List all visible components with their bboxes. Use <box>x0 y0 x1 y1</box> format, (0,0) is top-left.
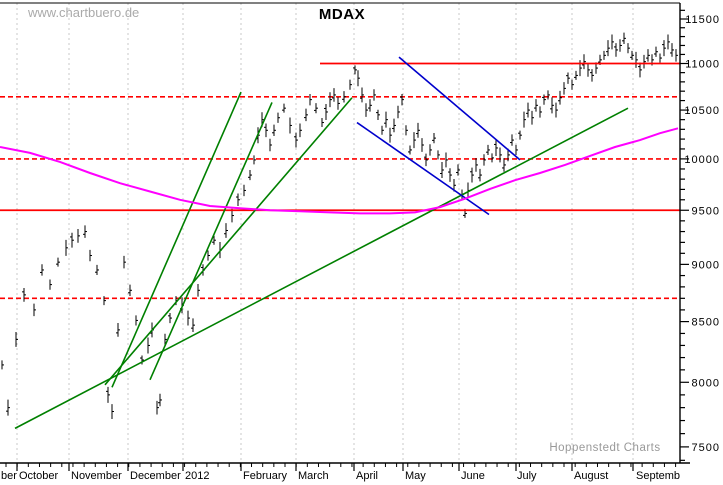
watermark: www.chartbuero.de <box>27 5 139 20</box>
x-month-label: 2012 <box>185 470 209 482</box>
x-month-label: February <box>243 470 288 482</box>
x-month-label: July <box>517 470 537 482</box>
y-tick-label: 10000 <box>684 154 720 166</box>
x-month-label: April <box>356 470 378 482</box>
y-tick-label: 11000 <box>685 58 720 70</box>
y-tick-label: 8000 <box>692 377 720 389</box>
trendline-downtrend-march-june <box>356 121 490 216</box>
dashed-resistance-levels <box>0 96 680 300</box>
plot-frame <box>0 2 690 464</box>
chart-title: MDAX <box>319 6 365 23</box>
y-tick-label: 8500 <box>692 317 720 329</box>
y-axis: 7500 8000 8500 9000 9500 10000 10500 11000 11500 <box>680 9 720 461</box>
y-tick-label: 9000 <box>692 259 720 271</box>
trendline-steep-channel-left <box>111 91 242 388</box>
y-tick-label: 10500 <box>684 105 720 117</box>
x-month-label: October <box>19 470 58 482</box>
trendline-steep-channel-right <box>149 102 273 381</box>
price-bars <box>1 32 678 419</box>
y-tick-label: 11500 <box>685 14 720 26</box>
x-month-label: May <box>405 470 426 482</box>
moving-average-line <box>0 127 679 215</box>
x-month-label: ber <box>1 470 17 482</box>
trendlines <box>14 56 629 430</box>
solid-support-resistance-levels <box>0 62 680 212</box>
trendline-downtrend-april-july <box>398 56 521 161</box>
x-month-label: Septemb <box>636 470 680 482</box>
moving-average <box>0 127 679 215</box>
x-axis: ber October November December 2012 February Ma… <box>1 463 680 482</box>
x-month-label: March <box>298 470 329 482</box>
trendline-long-term-support <box>14 107 629 430</box>
trendline-medium-uptrend <box>104 97 353 386</box>
x-month-label: August <box>574 470 608 482</box>
chart-credit: Hoppenstedt Charts <box>549 442 660 454</box>
y-tick-label: 9500 <box>692 205 720 217</box>
x-month-label: June <box>461 470 485 482</box>
x-month-label: December <box>130 470 181 482</box>
gridlines <box>16 3 634 463</box>
y-tick-label: 7500 <box>692 442 720 454</box>
x-month-label: November <box>71 470 122 482</box>
